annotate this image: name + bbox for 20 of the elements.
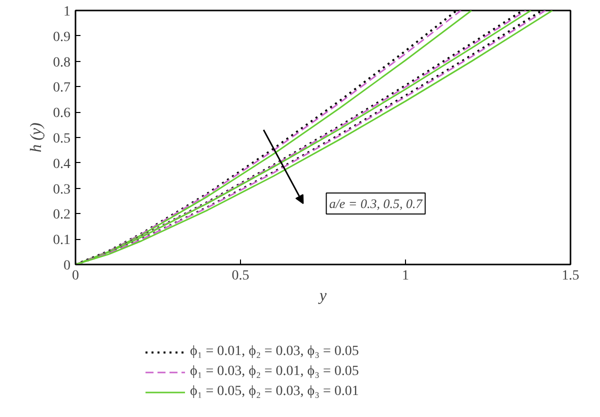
x-axis-title: y	[317, 288, 328, 304]
y-tick-label: 0.1	[53, 233, 70, 248]
y-tick-label: 0.3	[53, 182, 70, 198]
legend-label: ϕ₁ = 0.03, ϕ₂ = 0.01, ϕ₃ = 0.05	[190, 364, 359, 380]
y-tick-label: 0.6	[53, 106, 70, 122]
y-tick-label: 0.2	[53, 208, 70, 223]
y-tick-label: 0.4	[53, 156, 70, 172]
y-tick-label: 1	[64, 4, 70, 20]
legend-label: ϕ₁ = 0.05, ϕ₂ = 0.03, ϕ₃ = 0.01	[190, 384, 359, 400]
y-tick-label: 0.7	[53, 80, 70, 96]
legend-label: ϕ₁ = 0.01, ϕ₂ = 0.03, ϕ₃ = 0.05	[190, 344, 359, 360]
y-tick-label: 0.9	[53, 30, 70, 45]
x-tick-label: 1.5	[562, 268, 580, 284]
y-tick-label: 0.5	[53, 132, 70, 146]
y-axis-title: h (y)	[28, 122, 45, 152]
annotation: a/e = 0.3, 0.5, 0.7	[329, 196, 423, 212]
x-tick-label: 1	[402, 268, 409, 284]
x-tick-label: 0.5	[232, 268, 250, 284]
y-tick-label: 0	[64, 258, 70, 274]
y-tick-label: 0.8	[53, 55, 70, 70]
